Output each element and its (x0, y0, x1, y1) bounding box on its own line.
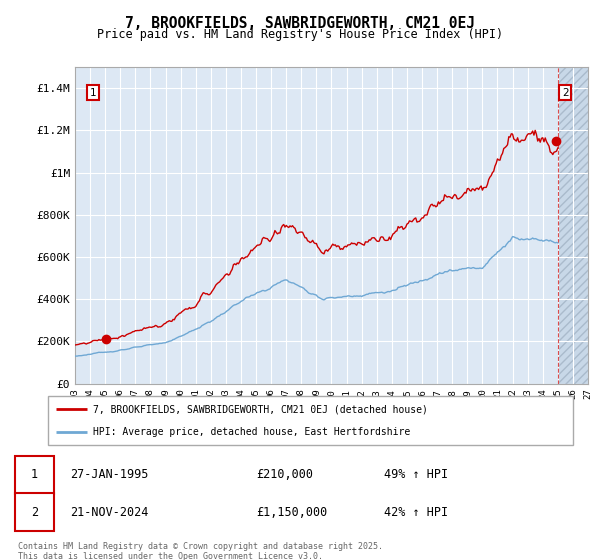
FancyBboxPatch shape (15, 493, 55, 531)
Text: £210,000: £210,000 (256, 468, 313, 481)
Text: £1,150,000: £1,150,000 (256, 506, 328, 519)
Text: 7, BROOKFIELDS, SAWBRIDGEWORTH, CM21 0EJ (detached house): 7, BROOKFIELDS, SAWBRIDGEWORTH, CM21 0EJ… (92, 404, 427, 414)
FancyBboxPatch shape (48, 396, 573, 445)
Text: 2: 2 (31, 506, 38, 519)
Text: 27-JAN-1995: 27-JAN-1995 (70, 468, 149, 481)
Text: Contains HM Land Registry data © Crown copyright and database right 2025.
This d: Contains HM Land Registry data © Crown c… (18, 542, 383, 560)
Text: 49% ↑ HPI: 49% ↑ HPI (385, 468, 449, 481)
Text: 2: 2 (562, 87, 569, 97)
Text: 21-NOV-2024: 21-NOV-2024 (70, 506, 149, 519)
Text: Price paid vs. HM Land Registry's House Price Index (HPI): Price paid vs. HM Land Registry's House … (97, 28, 503, 41)
Text: HPI: Average price, detached house, East Hertfordshire: HPI: Average price, detached house, East… (92, 427, 410, 437)
Text: 42% ↑ HPI: 42% ↑ HPI (385, 506, 449, 519)
Text: 1: 1 (90, 87, 97, 97)
Text: 1: 1 (31, 468, 38, 481)
Text: 7, BROOKFIELDS, SAWBRIDGEWORTH, CM21 0EJ: 7, BROOKFIELDS, SAWBRIDGEWORTH, CM21 0EJ (125, 16, 475, 31)
FancyBboxPatch shape (15, 456, 55, 493)
